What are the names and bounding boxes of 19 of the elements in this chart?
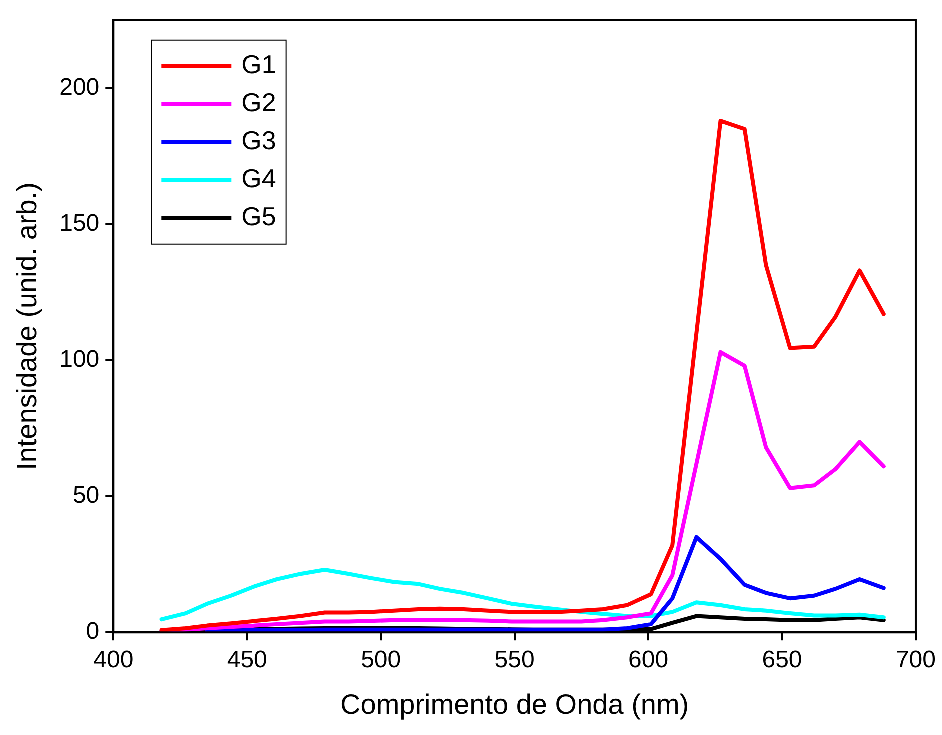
x-tick-label: 450 [227, 646, 268, 674]
y-tick-label: 50 [72, 482, 100, 510]
y-tick-label: 150 [60, 210, 100, 238]
legend-label: G2 [242, 88, 276, 118]
x-axis-title: Comprimento de Onda (nm) [340, 688, 690, 720]
y-axis-title: Intensidade (unid. arb.) [12, 182, 43, 470]
y-tick-label: 100 [60, 346, 100, 374]
x-tick-label: 550 [494, 646, 535, 674]
x-tick-label: 650 [762, 646, 802, 674]
y-tick-label: 200 [60, 74, 100, 102]
x-tick-label: 400 [94, 646, 134, 674]
y-tick-label: 0 [86, 618, 100, 646]
legend-label: G3 [242, 126, 276, 156]
x-tick-label: 500 [361, 646, 402, 674]
x-tick-label: 600 [628, 646, 669, 674]
legend-label: G4 [242, 164, 276, 194]
legend-label: G5 [242, 202, 276, 232]
legend-label: G1 [242, 50, 276, 80]
x-tick-label: 700 [896, 646, 936, 674]
